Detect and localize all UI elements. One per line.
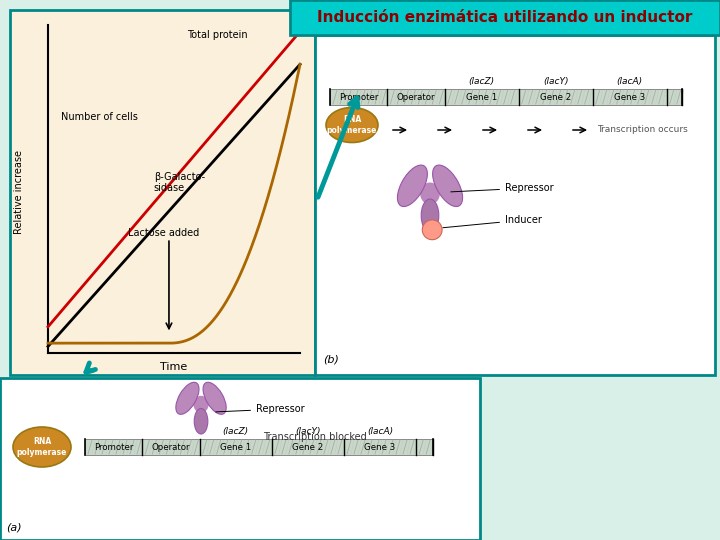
Bar [518,89,593,105]
Text: (lacA): (lacA) [367,427,393,436]
Text: (lacZ): (lacZ) [222,427,249,436]
Ellipse shape [433,165,462,206]
Text: Gene 2: Gene 2 [540,92,572,102]
Text: Transcription occurs: Transcription occurs [597,125,688,134]
Circle shape [423,220,442,240]
Text: Repressor: Repressor [451,183,554,193]
Text: Transcription blocked: Transcription blocked [263,432,366,442]
Bar [593,89,667,105]
Text: RNA
polymerase: RNA polymerase [17,437,67,457]
Bar [0,378,480,540]
Text: Inducer: Inducer [443,215,542,228]
Bar [315,35,715,375]
Ellipse shape [420,183,440,205]
Ellipse shape [421,199,438,232]
Ellipse shape [203,382,226,414]
Text: Gene 3: Gene 3 [614,92,645,102]
Text: Gene 2: Gene 2 [292,442,323,451]
Text: Total protein: Total protein [186,30,247,40]
Ellipse shape [326,107,378,143]
Ellipse shape [176,382,199,414]
Text: (a): (a) [6,522,22,532]
Text: Number of cells: Number of cells [60,112,138,122]
Ellipse shape [13,427,71,467]
Text: Gene 1: Gene 1 [220,442,251,451]
Text: (b): (b) [323,355,339,365]
Bar [10,10,315,375]
Bar [199,439,272,455]
Text: (lacZ): (lacZ) [469,77,495,86]
Bar [143,439,199,455]
Text: Promoter: Promoter [94,442,133,451]
Bar [290,0,720,35]
Bar [387,89,445,105]
Text: β-Galacto-
sidase: β-Galacto- sidase [154,172,205,193]
Text: Repressor: Repressor [216,404,305,414]
Bar [85,439,143,455]
Bar [667,89,682,105]
Ellipse shape [397,165,428,206]
Text: Time: Time [161,362,188,372]
Text: Operator: Operator [152,442,190,451]
Bar [344,439,416,455]
Text: Promoter: Promoter [339,92,379,102]
Bar [445,89,518,105]
Ellipse shape [194,396,209,413]
Text: Inducción enzimática utilizando un inductor: Inducción enzimática utilizando un induc… [318,10,693,25]
Text: Gene 1: Gene 1 [466,92,498,102]
Text: Operator: Operator [397,92,436,102]
Text: Gene 3: Gene 3 [364,442,396,451]
Text: RNA
polymerase: RNA polymerase [327,116,377,134]
Text: (lacA): (lacA) [616,77,643,86]
Bar [272,439,344,455]
Bar [330,89,387,105]
Text: Relative increase: Relative increase [14,151,24,234]
Ellipse shape [194,408,208,434]
Text: (lacY): (lacY) [543,77,569,86]
Text: (lacY): (lacY) [295,427,320,436]
Bar [416,439,433,455]
Text: Lactose added: Lactose added [128,228,199,238]
